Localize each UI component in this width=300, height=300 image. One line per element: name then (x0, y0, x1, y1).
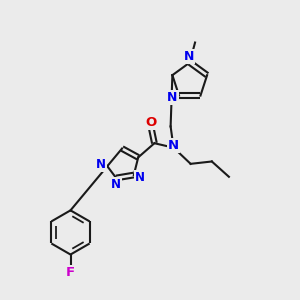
Text: N: N (184, 50, 194, 63)
Text: N: N (135, 171, 145, 184)
Text: O: O (146, 116, 157, 129)
Text: N: N (111, 178, 121, 191)
Text: F: F (66, 266, 75, 279)
Text: N: N (168, 139, 179, 152)
Text: N: N (96, 158, 106, 171)
Text: N: N (167, 91, 178, 103)
